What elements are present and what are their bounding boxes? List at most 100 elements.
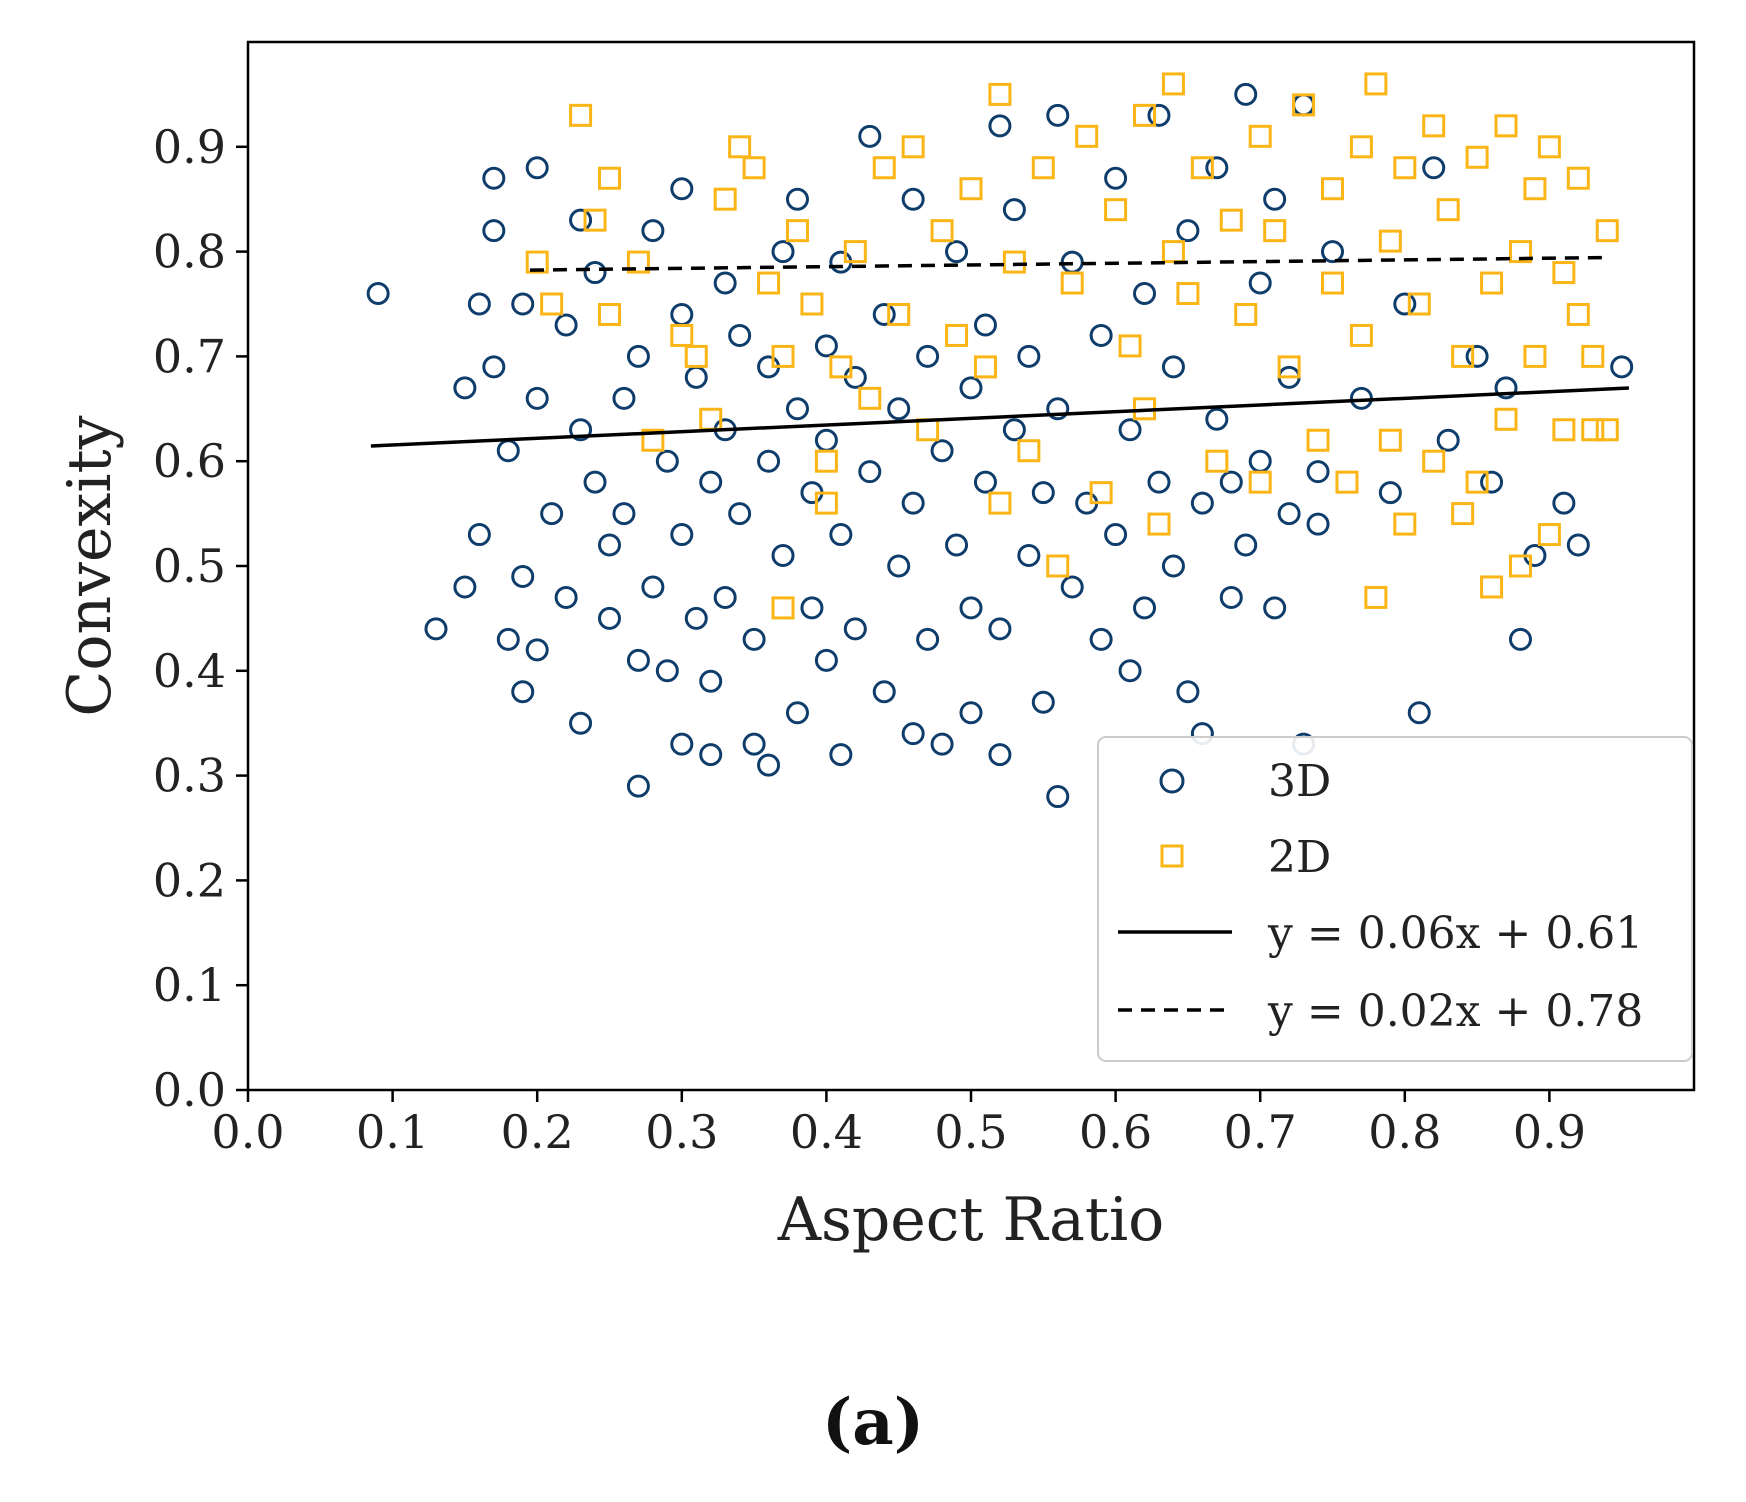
point-3d [959,596,983,620]
point-2d [1378,428,1402,452]
point-2d [814,491,838,515]
point-3d [742,627,766,651]
point-2d [1566,166,1590,190]
point-3d [785,187,809,211]
point-2d [1190,156,1214,180]
point-3d [930,439,954,463]
point-2d [1422,449,1446,473]
legend-label-3d: 3D [1268,756,1331,807]
point-3d [684,606,708,630]
point-2d [1205,449,1229,473]
point-3d [887,554,911,578]
points-layer [366,72,1634,809]
point-3d [1104,523,1128,547]
point-3d [728,502,752,526]
point-3d [1263,596,1287,620]
point-3d [1494,376,1518,400]
point-3d [858,460,882,484]
point-2d [1277,355,1301,379]
point-3d [699,743,723,767]
panel-label: (a) [821,1385,925,1460]
point-3d [988,114,1012,138]
y-tick-label: 0.5 [153,539,226,593]
point-3d [424,617,448,641]
point-2d [1349,135,1373,159]
point-2d [1248,470,1272,494]
point-3d [525,638,549,662]
point-2d [569,103,593,127]
point-3d [901,722,925,746]
point-2d [684,344,708,368]
point-3d [829,743,853,767]
point-3d [901,491,925,515]
point-3d [1046,397,1070,421]
point-3d [1118,418,1142,442]
point-2d [1465,470,1489,494]
legend-marker-2d [1160,844,1184,868]
point-2d [1537,135,1561,159]
point-3d [916,627,940,651]
x-tick-label: 0.0 [211,1105,284,1159]
fit-line-2d-dashed [529,255,1608,272]
point-3d [1190,491,1214,515]
point-3d [1161,554,1185,578]
point-3d [771,240,795,264]
point-3d [814,648,838,672]
point-2d [757,271,781,295]
point-3d [757,753,781,777]
point-2d [973,355,997,379]
x-tick-label: 0.3 [645,1105,718,1159]
point-2d [930,219,954,243]
x-axis-title: Aspect Ratio [777,1185,1165,1255]
point-2d [1436,198,1460,222]
y-tick-label: 0.3 [153,749,226,803]
y-axis-title: Convexity [55,415,125,716]
point-3d [684,365,708,389]
point-3d [800,596,824,620]
point-3d [1046,103,1070,127]
point-2d [1378,229,1402,253]
point-3d [1234,82,1258,106]
point-2d [988,491,1012,515]
point-2d [814,449,838,473]
point-3d [482,219,506,243]
point-3d [525,156,549,180]
point-3d [1002,198,1026,222]
point-3d [655,659,679,683]
point-2d [843,240,867,264]
point-3d [670,523,694,547]
point-3d [626,774,650,798]
legend-label-dashed-fit: y = 0.02x + 0.78 [1267,986,1643,1037]
point-3d [1118,659,1142,683]
point-2d [1321,177,1344,201]
point-3d [626,648,650,672]
point-3d [1306,512,1330,536]
point-3d [1219,585,1243,609]
point-2d [670,323,694,347]
point-3d [1407,701,1431,725]
y-tick-label: 0.2 [153,853,226,907]
point-3d [1031,690,1055,714]
point-2d [598,166,621,190]
point-3d [598,606,621,630]
point-2d [800,292,824,316]
point-3d [641,575,665,599]
point-2d [1566,302,1590,326]
point-3d [540,502,564,526]
point-3d [1031,481,1055,505]
point-3d [554,313,578,337]
point-3d [1277,502,1301,526]
point-3d [1552,491,1576,515]
point-2d [728,135,752,159]
point-2d [945,323,969,347]
x-tick-label: 0.4 [790,1105,863,1159]
point-2d [858,386,882,410]
point-2d [1552,261,1576,285]
point-3d [829,523,853,547]
point-3d [1161,355,1185,379]
point-3d [366,282,390,306]
point-3d [511,292,535,316]
y-tick-label: 0.6 [153,434,226,488]
point-2d [626,250,650,274]
